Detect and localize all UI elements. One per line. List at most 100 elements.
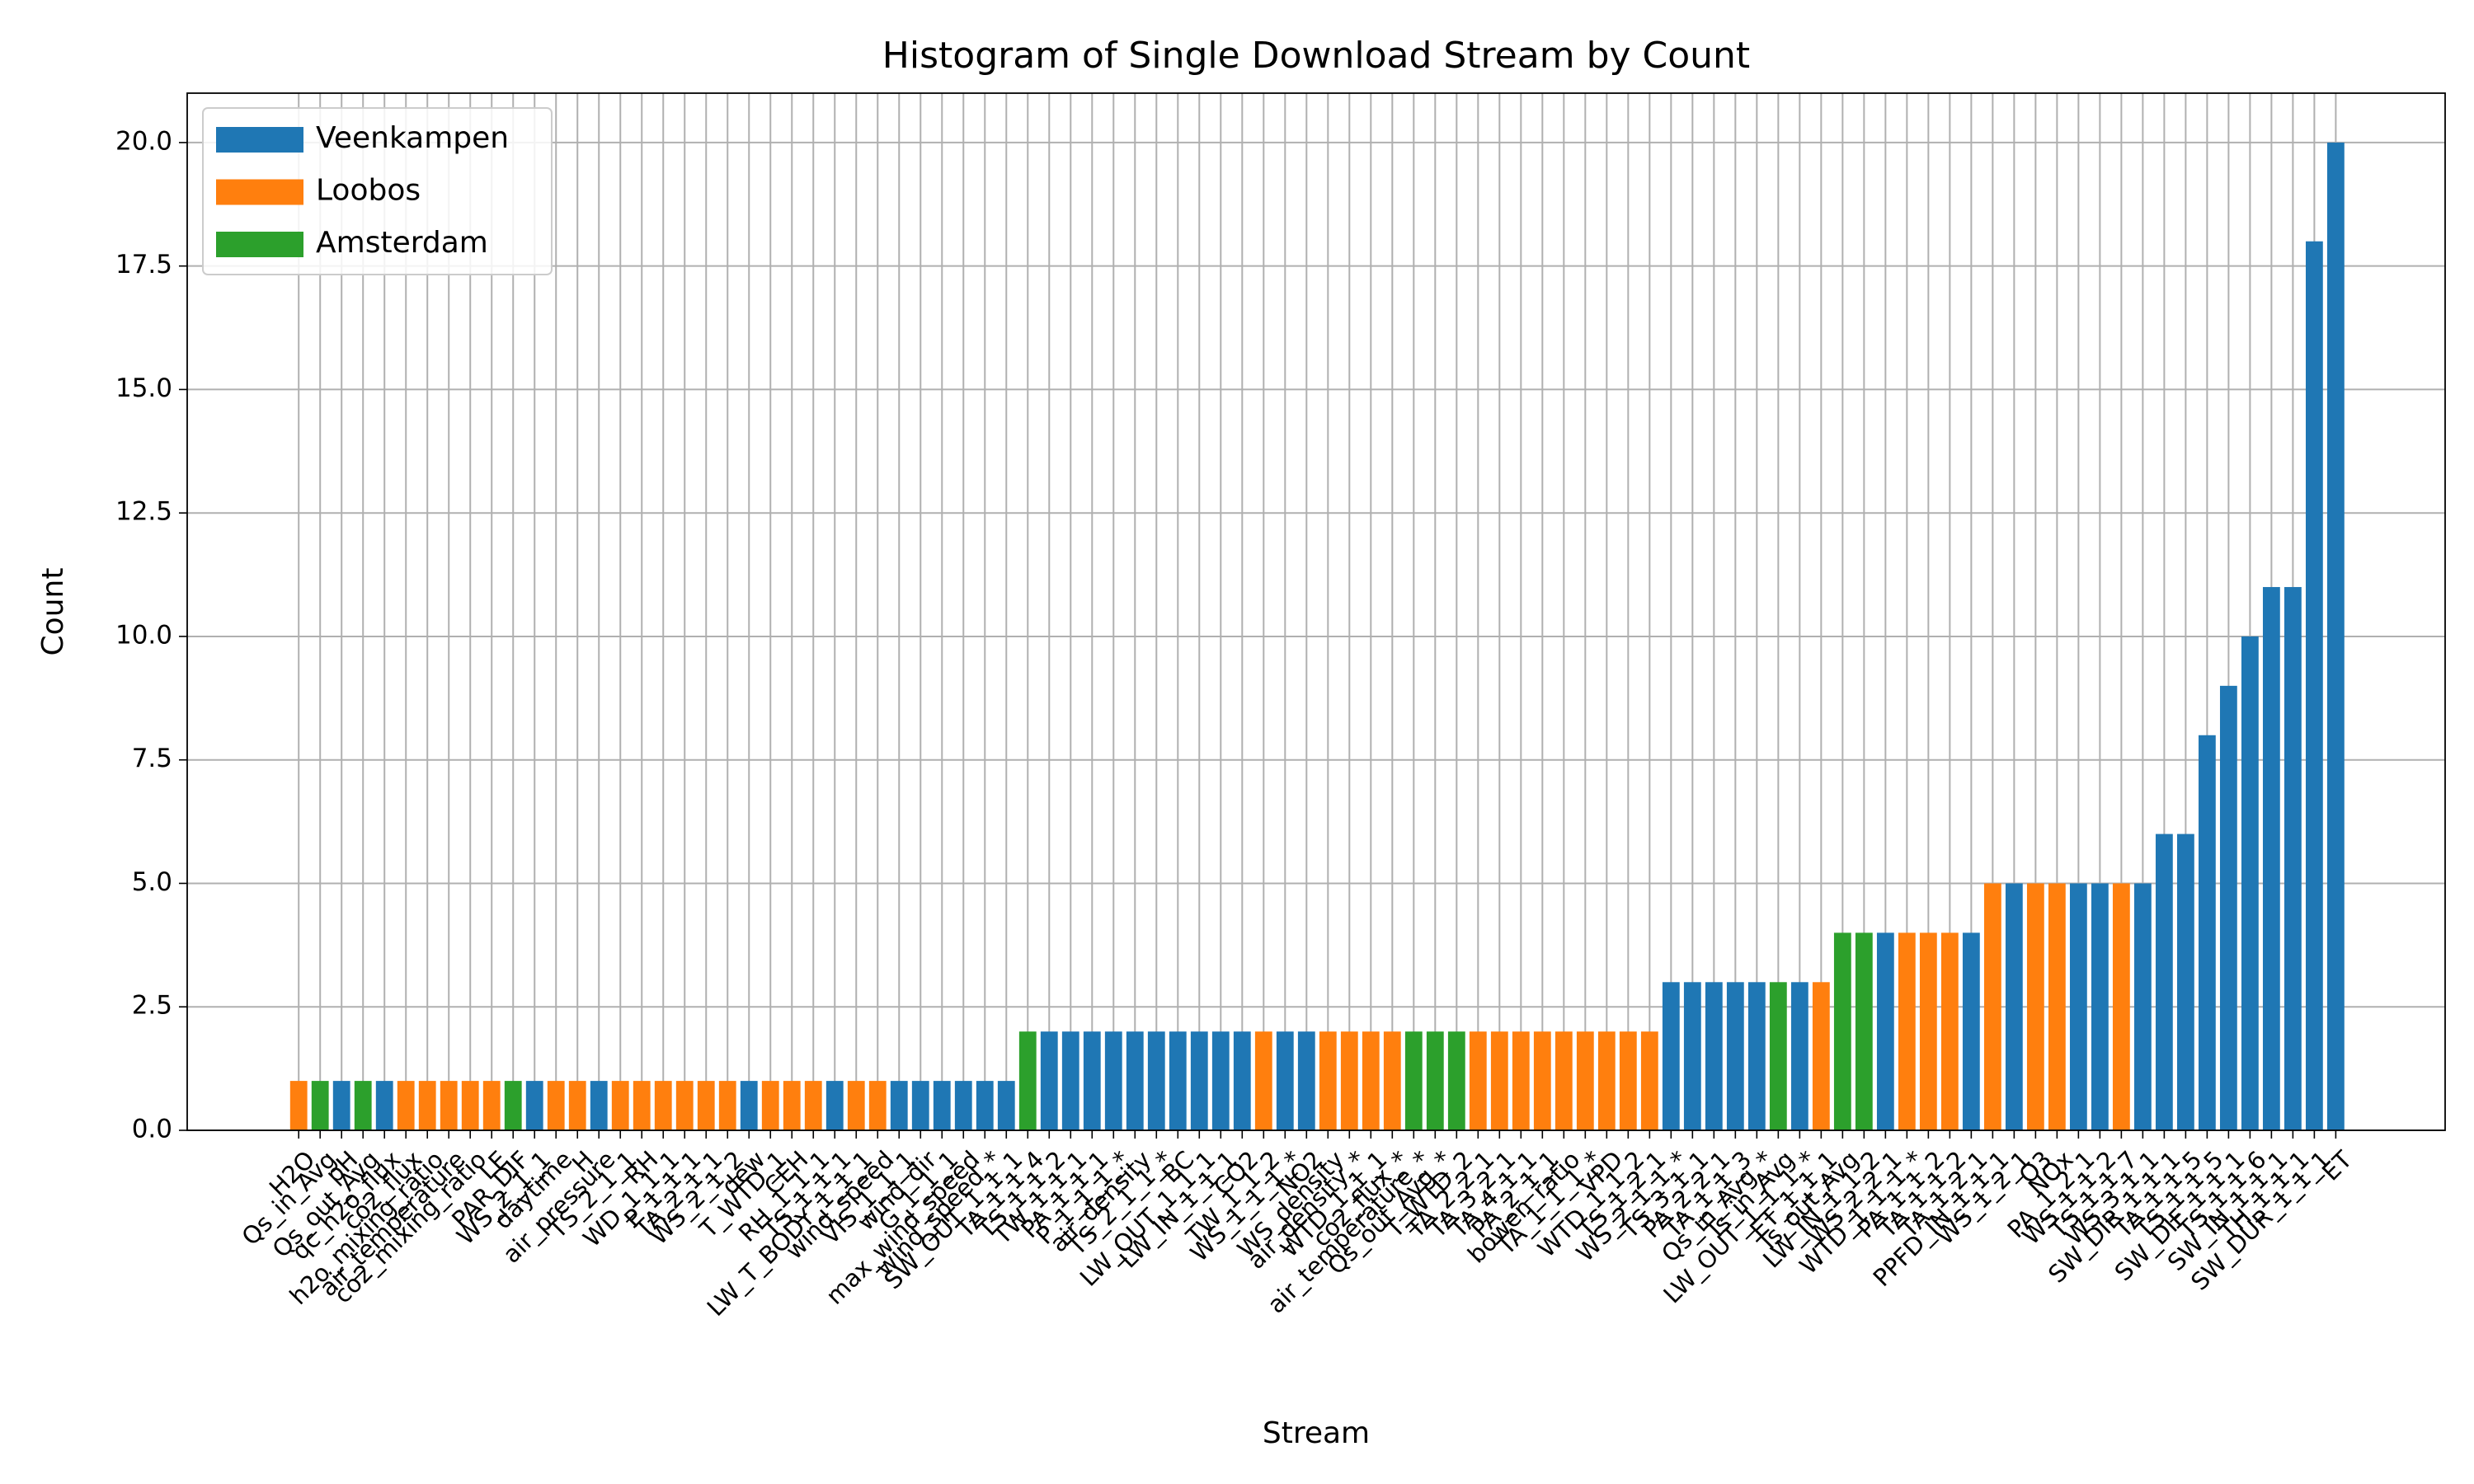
bar bbox=[1833, 932, 1851, 1130]
bar bbox=[1104, 1031, 1122, 1130]
bar bbox=[2219, 685, 2237, 1130]
bar bbox=[1619, 1031, 1637, 1130]
bar bbox=[1040, 1031, 1058, 1130]
bar bbox=[1597, 1031, 1616, 1130]
bar bbox=[2305, 241, 2323, 1130]
bar bbox=[675, 1081, 694, 1130]
bar bbox=[2026, 883, 2044, 1130]
bar bbox=[1319, 1031, 1337, 1130]
bar bbox=[1726, 982, 1744, 1130]
bar bbox=[568, 1081, 586, 1130]
bar bbox=[504, 1081, 522, 1130]
bar bbox=[1683, 982, 1701, 1130]
bar bbox=[1233, 1031, 1251, 1130]
bar bbox=[1662, 982, 1680, 1130]
plot-frame bbox=[186, 92, 2446, 1131]
x-tick-label: ET bbox=[2316, 1145, 2358, 1186]
bar bbox=[2069, 883, 2087, 1130]
legend-swatch bbox=[216, 127, 303, 153]
bar bbox=[2091, 883, 2109, 1130]
bar bbox=[1705, 982, 1723, 1130]
bar bbox=[761, 1081, 779, 1130]
bar bbox=[1083, 1031, 1101, 1130]
bar bbox=[418, 1081, 436, 1130]
bar bbox=[1469, 1031, 1487, 1130]
bar bbox=[482, 1081, 501, 1130]
bar bbox=[2241, 636, 2259, 1130]
bar bbox=[1747, 982, 1766, 1130]
bar bbox=[697, 1081, 715, 1130]
bar bbox=[1147, 1031, 1165, 1130]
bar bbox=[825, 1081, 844, 1130]
bar bbox=[997, 1081, 1015, 1130]
bar bbox=[1962, 932, 1980, 1130]
legend-label: Amsterdam bbox=[316, 226, 488, 260]
x-axis-label: Stream bbox=[1263, 1416, 1370, 1450]
bar bbox=[1983, 883, 2001, 1130]
bar bbox=[718, 1081, 736, 1130]
y-tick-label: 5.0 bbox=[132, 867, 172, 897]
bar bbox=[525, 1081, 543, 1130]
bar bbox=[1211, 1031, 1230, 1130]
bar bbox=[1898, 932, 1916, 1130]
bar bbox=[2198, 735, 2216, 1130]
bar bbox=[1790, 982, 1808, 1130]
bar bbox=[332, 1081, 350, 1130]
bar bbox=[1126, 1031, 1144, 1130]
bar bbox=[2048, 883, 2066, 1130]
bar bbox=[289, 1081, 308, 1130]
bar bbox=[397, 1081, 415, 1130]
bar bbox=[1919, 932, 1937, 1130]
bar bbox=[911, 1081, 929, 1130]
y-tick-label: 17.5 bbox=[115, 250, 172, 279]
bar bbox=[375, 1081, 393, 1130]
bar bbox=[1554, 1031, 1573, 1130]
legend-label: Loobos bbox=[316, 174, 421, 208]
bar bbox=[611, 1081, 629, 1130]
y-axis-label: Count bbox=[36, 568, 70, 656]
y-tick-label: 12.5 bbox=[115, 497, 172, 527]
bar bbox=[1383, 1031, 1401, 1130]
bar bbox=[2326, 142, 2345, 1130]
bar bbox=[461, 1081, 479, 1130]
bar bbox=[1876, 932, 1894, 1130]
bar bbox=[1362, 1031, 1380, 1130]
y-tick-label: 0.0 bbox=[132, 1115, 172, 1144]
y-tick-label: 20.0 bbox=[115, 126, 172, 156]
bar bbox=[1190, 1031, 1208, 1130]
legend-swatch bbox=[216, 179, 303, 205]
bar bbox=[590, 1081, 608, 1130]
bar bbox=[1447, 1031, 1465, 1130]
bar bbox=[1533, 1031, 1551, 1130]
bar bbox=[933, 1081, 951, 1130]
bar bbox=[1640, 1031, 1658, 1130]
bar bbox=[976, 1081, 994, 1130]
bars bbox=[289, 142, 2345, 1130]
bar bbox=[1426, 1031, 1444, 1130]
bar bbox=[954, 1081, 972, 1130]
bar bbox=[847, 1081, 865, 1130]
bar bbox=[1576, 1031, 1594, 1130]
axes: 0.02.55.07.510.012.515.017.520.0H2OQs_in… bbox=[115, 92, 2446, 1322]
bar bbox=[633, 1081, 651, 1130]
bar bbox=[2155, 834, 2173, 1130]
bar bbox=[654, 1081, 672, 1130]
bar bbox=[1061, 1031, 1079, 1130]
bar bbox=[2005, 883, 2023, 1130]
bar bbox=[783, 1081, 801, 1130]
bar bbox=[1018, 1031, 1037, 1130]
y-tick-label: 15.0 bbox=[115, 373, 172, 403]
y-tick-label: 2.5 bbox=[132, 991, 172, 1021]
bar bbox=[1940, 932, 1959, 1130]
bar bbox=[2133, 883, 2152, 1130]
bar bbox=[2284, 587, 2302, 1130]
bar bbox=[2176, 834, 2194, 1130]
bar bbox=[868, 1081, 887, 1130]
bar bbox=[354, 1081, 372, 1130]
bar bbox=[311, 1081, 329, 1130]
bar bbox=[1512, 1031, 1530, 1130]
legend-label: Veenkampen bbox=[316, 121, 509, 155]
bar bbox=[1340, 1031, 1358, 1130]
